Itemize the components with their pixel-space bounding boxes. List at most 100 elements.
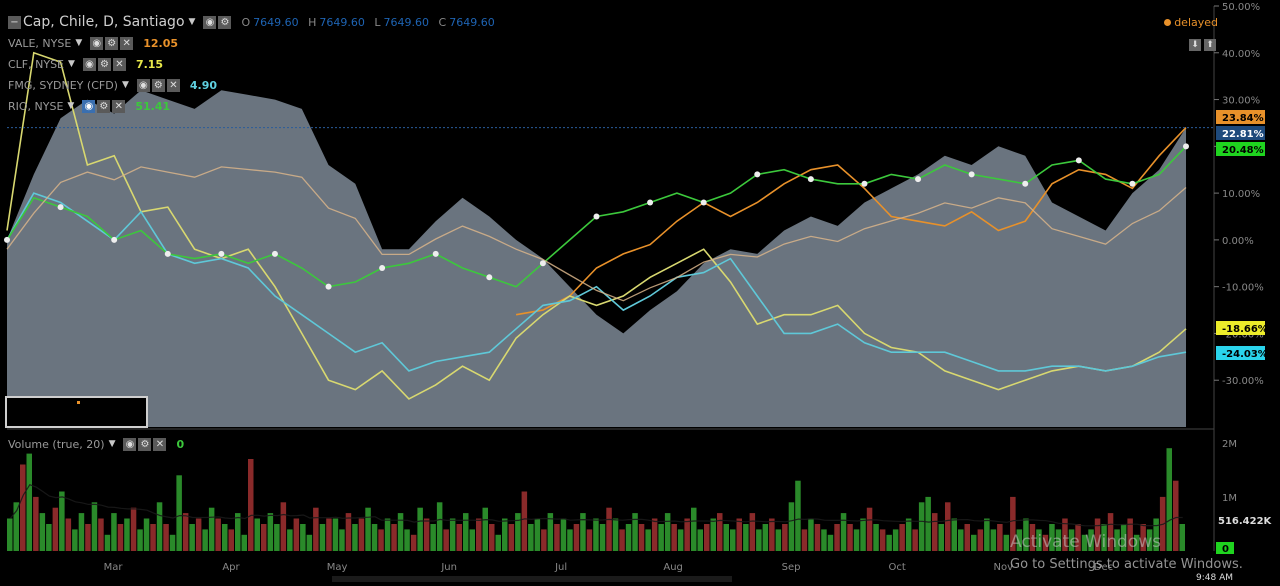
- volume-bar: [235, 513, 241, 551]
- volume-bar: [1088, 529, 1094, 551]
- volume-bar: [117, 524, 124, 551]
- volume-bar: [254, 518, 260, 551]
- volume-bar: [1140, 524, 1146, 551]
- close-icon[interactable]: ✕: [166, 78, 180, 92]
- volume-bar: [677, 529, 684, 551]
- y-tick-label: 0.00%: [1222, 236, 1254, 247]
- chevron-down-icon[interactable]: ▼: [108, 439, 116, 449]
- volume-bar: [59, 491, 65, 551]
- volume-bar: [52, 507, 59, 551]
- volume-bar: [365, 507, 371, 551]
- volume-bar: [580, 513, 586, 551]
- eye-icon[interactable]: ◉: [82, 99, 96, 113]
- legend-item-clf[interactable]: CLF, NYSE ▼ ◉ ⚙ ✕ 7.15: [8, 56, 163, 72]
- volume-bar: [1068, 529, 1075, 551]
- status-text: delayed: [1174, 16, 1218, 29]
- legend-name: VALE, NYSE: [8, 36, 72, 50]
- volume-bar: [847, 524, 853, 551]
- close-icon[interactable]: ✕: [112, 57, 126, 71]
- pane-controls: ⬇ ⬆: [1186, 32, 1216, 51]
- volume-bar: [378, 529, 384, 551]
- volume-bar: [339, 529, 345, 551]
- eye-icon[interactable]: ◉: [123, 437, 137, 451]
- gear-icon[interactable]: ⚙: [218, 15, 232, 29]
- volume-bar: [821, 529, 827, 551]
- volume-bar: [111, 513, 117, 551]
- chevron-down-icon[interactable]: ▼: [188, 17, 196, 27]
- legend-item-vale[interactable]: VALE, NYSE ▼ ◉ ⚙ ✕ 12.05: [8, 35, 178, 51]
- close-icon[interactable]: ✕: [120, 36, 134, 50]
- volume-bar: [33, 496, 39, 551]
- volume-bar: [879, 529, 886, 551]
- volume-bar: [932, 513, 938, 551]
- volume-bar: [593, 518, 599, 551]
- last-value-label: 23.84%: [1222, 113, 1264, 124]
- volume-bar: [456, 524, 462, 551]
- close-icon[interactable]: ✕: [112, 99, 126, 113]
- volume-bar: [554, 524, 560, 551]
- volume-bar: [463, 513, 469, 551]
- eye-icon[interactable]: ◉: [82, 57, 96, 71]
- volume-bar: [645, 529, 651, 551]
- volume-bar: [905, 518, 912, 551]
- volume-bar: [20, 464, 26, 551]
- legend-item-rio[interactable]: RIO, NYSE ▼ ◉ ⚙ ✕ 51.41: [8, 98, 170, 114]
- activation-watermark-title: Activate Windows: [1010, 532, 1161, 552]
- volume-bar: [130, 507, 137, 551]
- volume-bar: [534, 518, 541, 551]
- volume-bar: [795, 480, 801, 551]
- gear-icon[interactable]: ⚙: [151, 78, 165, 92]
- volume-bar: [26, 453, 32, 551]
- volume-bar: [13, 502, 19, 551]
- volume-bar: [169, 534, 176, 551]
- chevron-down-icon[interactable]: ▼: [75, 38, 83, 48]
- ohlc-close-label: C: [438, 15, 447, 29]
- maximize-icon[interactable]: ⬆: [1204, 39, 1216, 51]
- legend-item-fmg[interactable]: FMG, SYDNEY (CFD) ▼ ◉ ⚙ ✕ 4.90: [8, 77, 217, 93]
- event-marker: [754, 171, 761, 178]
- volume-bar: [143, 518, 150, 551]
- volume-bar: [1029, 524, 1036, 551]
- gear-icon[interactable]: ⚙: [105, 36, 119, 50]
- y-tick-label: 30.00%: [1222, 96, 1260, 107]
- volume-bar: [528, 524, 534, 551]
- chart-title: Cap, Chile, D, Santiago: [23, 14, 185, 30]
- volume-bar: [918, 502, 925, 551]
- event-marker: [271, 250, 278, 257]
- move-down-icon[interactable]: ⬇: [1189, 39, 1201, 51]
- x-tick-label: Mar: [104, 562, 124, 573]
- volume-bar: [964, 524, 970, 551]
- volume-current-badge: [1216, 542, 1234, 554]
- status-badge: delayed: [1164, 16, 1218, 29]
- volume-bar: [345, 513, 352, 551]
- volume-bar: [1133, 534, 1140, 551]
- eye-icon[interactable]: ◉: [136, 78, 150, 92]
- gear-icon[interactable]: ⚙: [138, 437, 152, 451]
- close-icon[interactable]: ✕: [153, 437, 167, 451]
- gear-icon[interactable]: ⚙: [97, 57, 111, 71]
- volume-bar: [840, 513, 847, 551]
- collapse-icon[interactable]: −: [8, 15, 21, 29]
- event-marker: [593, 213, 600, 220]
- chevron-down-icon[interactable]: ▼: [121, 80, 129, 90]
- ohlc-low-label: L: [374, 15, 381, 29]
- volume-bar: [801, 529, 808, 551]
- chevron-down-icon[interactable]: ▼: [68, 59, 75, 69]
- legend-value: 4.90: [189, 78, 218, 92]
- volume-bar: [541, 529, 547, 551]
- volume-bar: [1094, 518, 1101, 551]
- volume-bar: [352, 524, 358, 551]
- gear-icon[interactable]: ⚙: [97, 99, 111, 113]
- volume-legend[interactable]: Volume (true, 20) ▼ ◉ ⚙ ✕ 0: [8, 436, 184, 452]
- volume-bar: [293, 518, 300, 551]
- eye-icon[interactable]: ◉: [203, 15, 217, 29]
- volume-bar: [619, 529, 625, 551]
- eye-icon[interactable]: ◉: [90, 36, 104, 50]
- navigator-box[interactable]: [5, 396, 148, 428]
- volume-bar: [261, 524, 267, 551]
- volume-bar: [723, 524, 729, 551]
- chart-title-row: − Cap, Chile, D, Santiago ▼ ◉ ⚙ O 7649.60…: [8, 14, 501, 30]
- volume-legend-value: 0: [176, 437, 185, 451]
- chevron-down-icon[interactable]: ▼: [67, 101, 75, 111]
- event-marker: [915, 176, 922, 183]
